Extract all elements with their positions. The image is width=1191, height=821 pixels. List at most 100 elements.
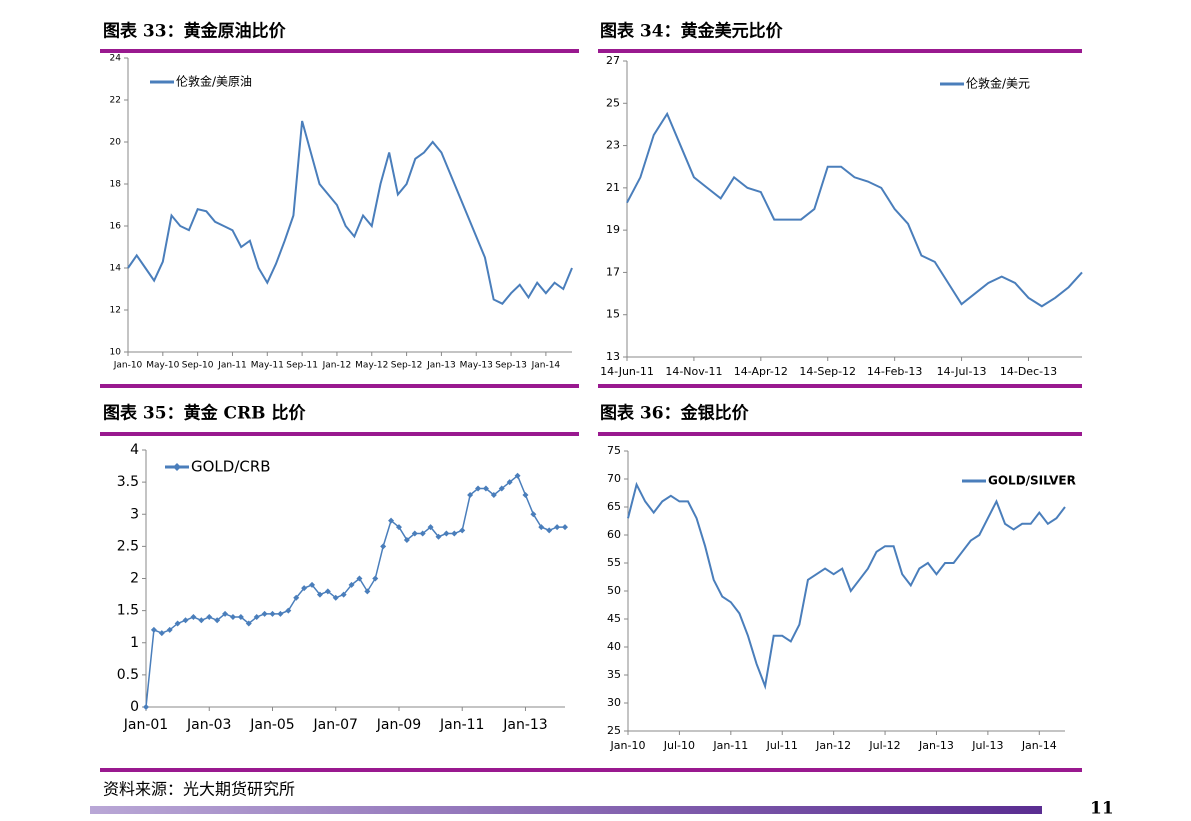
y-tick-label: 27	[606, 54, 620, 67]
y-tick-label: 60	[607, 528, 621, 541]
data-point	[309, 581, 316, 588]
data-point	[427, 524, 434, 531]
legend-label: GOLD/SILVER	[988, 474, 1076, 488]
x-tick-label: Jan-10	[610, 739, 646, 752]
y-tick-label: 25	[606, 96, 620, 109]
data-point	[403, 536, 410, 543]
data-point	[451, 530, 458, 537]
x-tick-label: Jan-03	[186, 717, 231, 733]
data-point	[150, 626, 157, 633]
y-tick-label: 25	[607, 724, 621, 737]
data-point	[332, 594, 339, 601]
data-point	[253, 614, 260, 621]
x-tick-label: 14-Dec-13	[1000, 365, 1057, 378]
y-tick-label: 13	[606, 350, 620, 363]
data-point	[522, 491, 529, 498]
chart-title: 图表 34：黄金美元比价	[600, 21, 784, 42]
x-tick-label: May-13	[460, 361, 493, 371]
legend-label: GOLD/CRB	[191, 458, 271, 476]
data-point	[237, 614, 244, 621]
y-tick-label: 65	[607, 500, 621, 513]
data-point	[554, 524, 561, 531]
legend-marker	[173, 463, 181, 471]
rule	[100, 432, 579, 436]
x-tick-label: Jan-07	[313, 717, 358, 733]
y-tick-label: 12	[110, 306, 121, 316]
rule	[100, 384, 579, 388]
rule	[100, 768, 1082, 772]
chart-title: 图表 36：金银比价	[600, 403, 750, 424]
x-tick-label: Sep-12	[391, 361, 423, 371]
rule	[598, 49, 1082, 53]
x-tick-label: Jan-14	[1021, 739, 1057, 752]
data-point	[443, 530, 450, 537]
data-point	[538, 524, 545, 531]
x-tick-label: May-11	[251, 361, 284, 371]
data-point	[380, 543, 387, 550]
x-tick-label: May-12	[355, 361, 388, 371]
x-tick-label: Jan-11	[439, 717, 484, 733]
x-tick-label: Jan-12	[322, 361, 352, 371]
data-line	[145, 474, 565, 708]
data-point	[498, 485, 505, 492]
y-tick-label: 1	[130, 635, 139, 651]
data-point	[388, 517, 395, 524]
y-tick-label: 20	[110, 138, 122, 148]
data-point	[245, 620, 252, 627]
x-tick-label: Jan-01	[123, 717, 168, 733]
y-tick-label: 3	[130, 506, 139, 522]
x-tick-label: Jul-10	[663, 739, 695, 752]
data-point	[229, 614, 236, 621]
y-tick-label: 1.5	[117, 603, 139, 619]
data-point	[364, 588, 371, 595]
y-tick-label: 2	[130, 571, 139, 587]
data-line	[626, 111, 1083, 308]
data-point	[277, 610, 284, 617]
y-tick-label: 3.5	[117, 474, 139, 490]
data-point	[190, 614, 197, 621]
data-point	[301, 585, 308, 592]
data-point	[206, 614, 213, 621]
y-tick-label: 19	[606, 223, 620, 236]
x-tick-label: Jan-05	[249, 717, 294, 733]
x-tick-label: 14-Sep-12	[799, 365, 856, 378]
data-point	[340, 591, 347, 598]
data-point	[530, 511, 537, 518]
y-tick-label: 70	[607, 472, 621, 485]
y-tick-label: 23	[606, 139, 620, 152]
data-point	[198, 617, 205, 624]
legend-label: 伦敦金/美元	[966, 76, 1030, 91]
x-tick-label: Jan-10	[113, 361, 143, 371]
x-tick-label: Jul-12	[868, 739, 900, 752]
footer-bar	[90, 806, 1042, 814]
y-tick-label: 45	[607, 612, 621, 625]
rule	[100, 49, 579, 53]
x-tick-label: Sep-11	[286, 361, 318, 371]
x-tick-label: 14-Jul-13	[937, 365, 987, 378]
y-tick-label: 17	[606, 265, 620, 278]
y-tick-label: 24	[110, 54, 122, 64]
data-point	[435, 533, 442, 540]
data-point	[475, 485, 482, 492]
data-point	[214, 617, 221, 624]
data-point	[356, 575, 363, 582]
data-point	[562, 524, 568, 531]
data-point	[459, 527, 466, 534]
x-tick-label: Jan-09	[376, 717, 421, 733]
data-point	[316, 591, 323, 598]
rule	[598, 384, 1082, 388]
y-tick-label: 2.5	[117, 538, 139, 554]
data-point	[222, 610, 229, 617]
x-tick-label: Sep-13	[495, 361, 527, 371]
x-tick-label: Sep-10	[182, 361, 214, 371]
rule	[598, 432, 1082, 436]
x-tick-label: Jan-12	[815, 739, 851, 752]
x-tick-label: 14-Jun-11	[600, 365, 654, 378]
data-line	[127, 120, 573, 305]
x-tick-label: Jan-11	[712, 739, 748, 752]
y-tick-label: 14	[110, 264, 122, 274]
x-tick-label: Jul-11	[766, 739, 798, 752]
x-tick-label: Jan-13	[502, 717, 547, 733]
y-tick-label: 4	[130, 442, 139, 458]
